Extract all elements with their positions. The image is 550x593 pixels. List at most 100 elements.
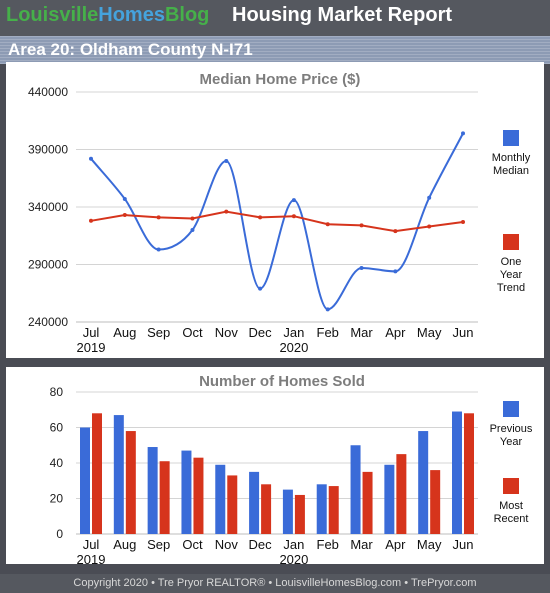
data-point (325, 222, 330, 227)
x-tick-label: Sep (147, 537, 170, 552)
area-title: Area 20: Oldham County N-I71 (8, 40, 253, 59)
bar (282, 489, 293, 534)
bar (464, 413, 474, 534)
bar (418, 431, 429, 534)
x-tick-label: Nov (215, 325, 239, 340)
x-tick-label: Mar (350, 325, 373, 340)
bar (350, 445, 361, 534)
brand-logo: LouisvilleHomesBlog (6, 4, 209, 27)
bar (294, 494, 305, 534)
bar (452, 411, 462, 534)
chart-title: Number of Homes Sold (199, 373, 365, 390)
data-point (122, 196, 127, 201)
legend-label: Recent (494, 513, 529, 525)
price-chart-panel: Median Home Price ($) 440000 390000 340000 2… (6, 62, 544, 358)
y-tick-label: 80 (50, 385, 64, 399)
bar (430, 470, 441, 534)
year-label: 2020 (279, 552, 308, 564)
bar (125, 431, 136, 534)
legend-swatch (503, 478, 519, 494)
x-tick-label: May (417, 325, 442, 340)
y-tick-label: 240000 (28, 315, 68, 329)
bar (328, 486, 339, 534)
data-point (224, 209, 229, 214)
y-tick-label: 0 (56, 527, 63, 541)
report-title: Housing Market Report (232, 4, 453, 26)
data-point (156, 247, 161, 252)
bar (316, 484, 327, 534)
bar (396, 454, 407, 534)
bar (181, 450, 192, 534)
bar (193, 457, 204, 534)
x-tick-label: Apr (385, 325, 406, 340)
data-point (461, 219, 465, 224)
bar (227, 475, 238, 534)
data-point (258, 215, 263, 220)
year-label: 2019 (77, 552, 106, 564)
x-tick-label: Apr (385, 537, 406, 552)
data-point (122, 213, 127, 218)
bar (147, 447, 158, 534)
legend-label: Monthly (492, 152, 531, 164)
legend-label: Previous (490, 423, 533, 435)
x-tick-label: Dec (249, 537, 273, 552)
y-tick-label: 340000 (28, 200, 68, 214)
data-point (359, 223, 364, 228)
x-tick-label: Jan (283, 325, 304, 340)
data-point (393, 269, 398, 274)
y-tick-label: 290000 (28, 258, 68, 272)
data-point (461, 131, 465, 136)
brand-part-3: Blog (164, 4, 210, 26)
year-label: 2019 (77, 340, 106, 355)
chart-title: Median Home Price ($) (200, 71, 361, 88)
bar (261, 484, 272, 534)
x-tick-label: Aug (113, 537, 136, 552)
x-tick-label: Dec (249, 325, 273, 340)
bar (92, 413, 102, 534)
data-point (89, 218, 93, 223)
x-tick-label: Jan (283, 537, 304, 552)
legend-label: Most (499, 500, 523, 512)
bar (159, 461, 170, 534)
data-point (427, 224, 432, 229)
y-tick-label: 40 (50, 456, 64, 470)
x-tick-label: Jul (83, 537, 100, 552)
header-bar: LouisvilleHomesBlog Housing Market Repor… (0, 0, 550, 36)
area-strip (0, 36, 550, 64)
legend-label: One (501, 256, 522, 268)
data-point (291, 214, 296, 219)
x-tick-label: Sep (147, 325, 170, 340)
brand-part-2: Homes (98, 4, 165, 26)
legend-label: Year (500, 436, 523, 448)
data-point (359, 265, 364, 270)
data-point (89, 156, 93, 161)
legend-label: Median (493, 165, 529, 177)
legend-swatch (503, 130, 519, 146)
data-point (427, 195, 432, 200)
data-point (291, 198, 296, 203)
x-tick-label: Jun (453, 325, 474, 340)
x-tick-label: May (417, 537, 442, 552)
legend-swatch (503, 401, 519, 417)
year-label: 2020 (279, 340, 308, 355)
bar (80, 427, 90, 534)
sold-chart-panel: Number of Homes Sold 80 60 40 20 0 Jul 2019 Aug S… (6, 367, 544, 567)
x-tick-label: Jul (83, 325, 100, 340)
x-tick-label: Oct (182, 325, 203, 340)
x-tick-label: Feb (317, 537, 339, 552)
x-tick-label: Jun (453, 537, 474, 552)
bar (384, 464, 395, 534)
x-tick-label: Feb (317, 325, 339, 340)
x-tick-label: Mar (350, 537, 373, 552)
data-point (190, 216, 195, 221)
y-tick-label: 440000 (28, 85, 68, 99)
data-point (325, 307, 330, 312)
y-tick-label: 390000 (28, 143, 68, 157)
x-tick-label: Oct (182, 537, 203, 552)
x-tick-label: Aug (113, 325, 136, 340)
data-point (156, 215, 161, 220)
legend-label: Year (500, 269, 523, 281)
bar (113, 415, 124, 534)
legend-swatch (503, 234, 519, 250)
